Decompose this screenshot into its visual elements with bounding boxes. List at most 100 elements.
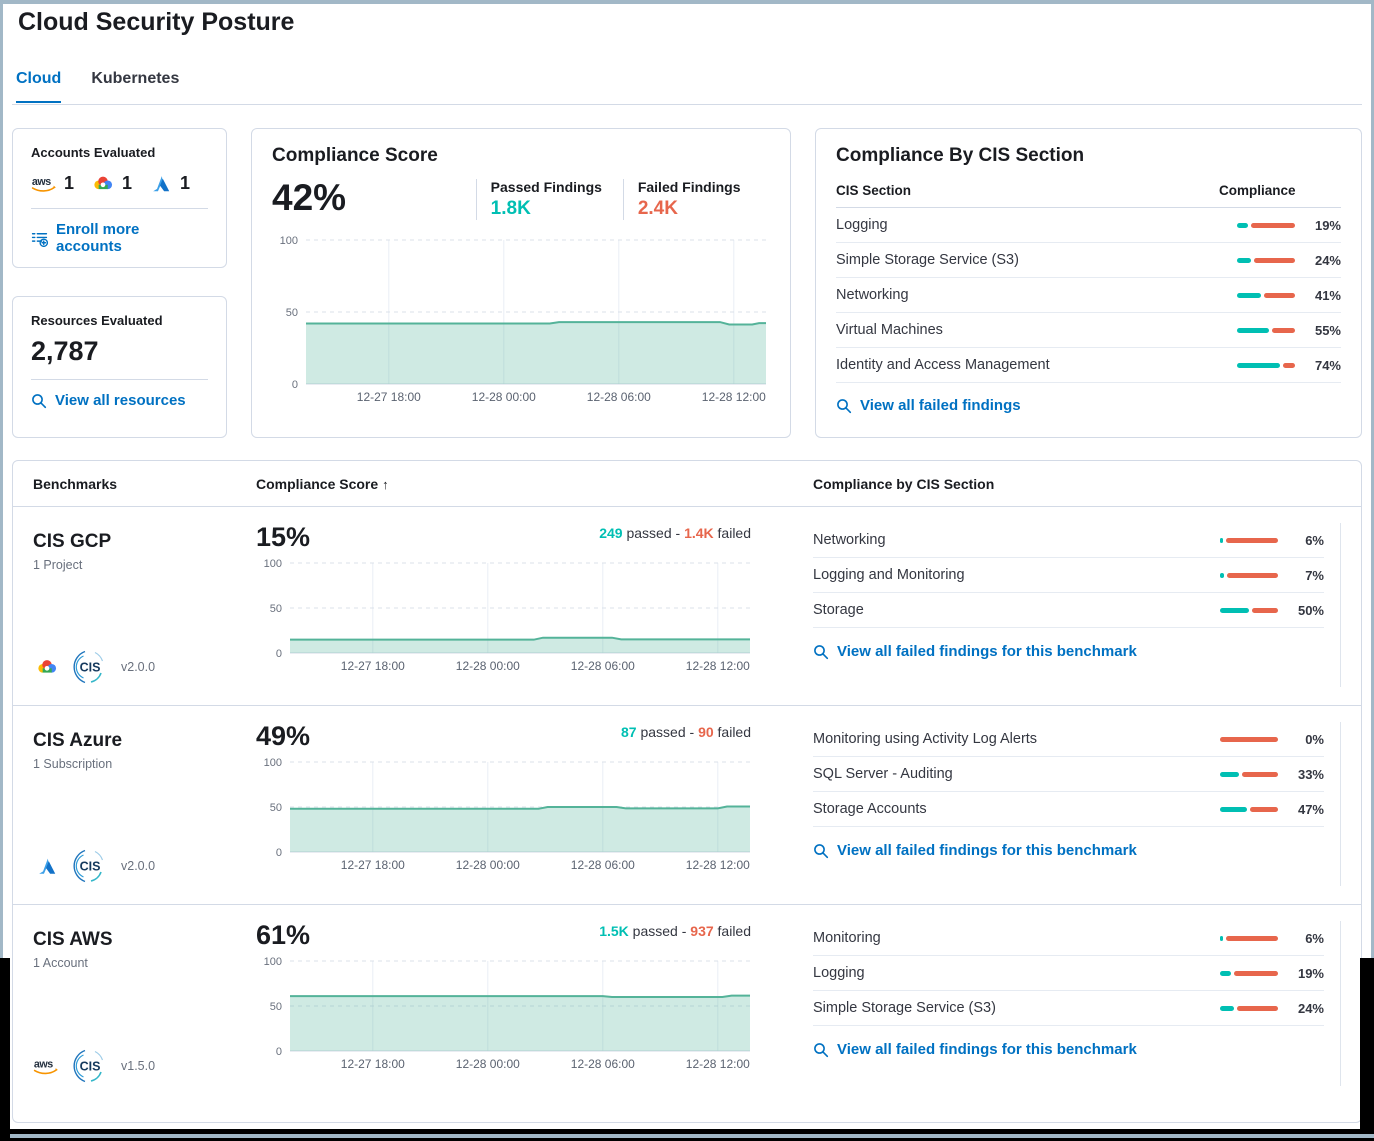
bar-failed-segment (1253, 257, 1295, 263)
svg-text:12-28 00:00: 12-28 00:00 (472, 390, 536, 404)
cis-section-label: Monitoring using Activity Log Alerts (813, 731, 1038, 747)
resources-count: 2,787 (31, 336, 99, 366)
cis-logo-icon (71, 848, 107, 884)
view-all-resources-link[interactable]: View all resources (31, 392, 186, 409)
benchmark-row: CIS Azure 1 Subscription v2.0.0 49% 87 p… (13, 706, 1361, 905)
bar-passed-segment (1220, 935, 1224, 941)
benchmark-row: CIS GCP 1 Project v2.0.0 15% 249 passed … (13, 507, 1361, 706)
tab-kubernetes[interactable]: Kubernetes (91, 70, 180, 87)
benchmark-sections-cell: Monitoring using Activity Log Alerts 0% … (813, 722, 1341, 886)
bar-passed-segment (1220, 572, 1225, 578)
benchmark-version: v1.5.0 (121, 1059, 156, 1073)
benchmark-score: 61% (256, 920, 311, 950)
cis-section-label: SQL Server - Auditing (813, 766, 953, 782)
svg-text:100: 100 (264, 757, 282, 769)
failed-findings-value: 2.4K (637, 198, 678, 219)
svg-text:12-28 06:00: 12-28 06:00 (571, 1057, 635, 1071)
cloud-provider-logo-icon (33, 855, 61, 877)
compliance-percent: 6% (1305, 532, 1324, 548)
bar-failed-segment (1227, 572, 1278, 578)
benchmark-info-cell: CIS AWS 1 Account v1.5.0 (33, 921, 256, 1104)
tab-bar-divider (12, 104, 1362, 105)
cis-section-card-title: Compliance By CIS Section (836, 145, 1085, 166)
compliance-percent: 47% (1297, 801, 1324, 817)
compliance-bar (1220, 572, 1278, 578)
bar-failed-segment (1252, 607, 1278, 613)
failed-count: 1.4K (684, 525, 714, 541)
tab-cloud[interactable]: Cloud (16, 70, 62, 103)
benchmark-sections-list: Networking 6% Logging and Monitoring 7% (813, 523, 1324, 628)
benchmark-info-cell: CIS GCP 1 Project v2.0.0 (33, 523, 256, 705)
view-failed-findings-benchmark-link[interactable]: View all failed findings for this benchm… (813, 842, 1137, 859)
passed-count: 249 (599, 525, 623, 541)
accounts-evaluated-card: Accounts Evaluated 1 1 (12, 128, 227, 268)
provider-account-count: 1 (31, 173, 74, 194)
bar-failed-segment (1234, 970, 1278, 976)
view-all-failed-findings-link[interactable]: View all failed findings (836, 397, 1021, 414)
compliance-percent: 6% (1305, 930, 1324, 946)
compliance-percent: 41% (1314, 287, 1341, 303)
cis-section-label: Storage Accounts (813, 801, 927, 817)
benchmarks-row-list: CIS GCP 1 Project v2.0.0 15% 249 passed … (13, 507, 1361, 1104)
compliance-score-card: Compliance Score 42% Passed Findings 1.8… (251, 128, 791, 438)
cis-section-row: Monitoring 6% (813, 921, 1324, 956)
benchmark-row: CIS AWS 1 Account v1.5.0 61% 1.5K passed… (13, 905, 1361, 1104)
compliance-column-header: Compliance (1219, 183, 1296, 198)
svg-text:12-28 12:00: 12-28 12:00 (686, 1057, 750, 1071)
window-frame-right-black (1360, 958, 1374, 1141)
compliance-percent: 74% (1314, 357, 1341, 373)
svg-text:12-28 00:00: 12-28 00:00 (456, 1057, 520, 1071)
resources-evaluated-card: Resources Evaluated 2,787 View all resou… (12, 296, 227, 438)
compliance-bar (1237, 362, 1295, 368)
cis-section-label: Simple Storage Service (S3) (813, 1000, 996, 1016)
passed-count: 1.5K (599, 923, 629, 939)
bar-passed-segment (1237, 292, 1261, 298)
search-icon (836, 398, 852, 414)
bar-failed-segment (1282, 362, 1295, 368)
bar-failed-segment (1226, 935, 1278, 941)
cis-section-row: Logging and Monitoring 7% (813, 558, 1324, 593)
benchmark-trend-chart: 0 50 100 12-27 18:00 12-28 00:00 12-28 06:00 1… (256, 756, 756, 874)
cis-logo-icon (71, 1048, 107, 1084)
benchmark-sections-cell: Networking 6% Logging and Monitoring 7% (813, 523, 1341, 687)
compliance-percent: 0% (1305, 731, 1324, 747)
bar-passed-segment (1220, 771, 1240, 777)
view-failed-findings-benchmark-label: View all failed findings for this benchm… (837, 842, 1137, 859)
bar-failed-segment (1242, 771, 1278, 777)
compliance-bar (1220, 607, 1278, 613)
compliance-bar (1220, 1005, 1278, 1011)
svg-text:100: 100 (264, 956, 282, 968)
benchmark-trend-chart: 0 50 100 12-27 18:00 12-28 00:00 12-28 06:00 1… (256, 557, 756, 675)
cis-section-row: Storage 50% (813, 593, 1324, 628)
search-icon (31, 393, 47, 409)
enroll-more-accounts-label: Enroll more accounts (56, 221, 140, 255)
provider-count: 1 (122, 172, 133, 193)
window-frame-left (0, 4, 3, 958)
compliance-score-column-header[interactable]: Compliance Score ↑ (256, 475, 389, 492)
passed-failed-summary: 87 passed - 90 failed (621, 724, 751, 740)
cis-section-label: Simple Storage Service (S3) (836, 252, 1019, 268)
compliance-percent: 19% (1314, 217, 1341, 233)
bar-failed-segment (1226, 537, 1278, 543)
passed-findings-value: 1.8K (490, 198, 531, 219)
enroll-more-accounts-link[interactable]: Enroll more accounts (31, 221, 208, 255)
benchmark-logos-row: v2.0.0 (33, 848, 256, 884)
compliance-percent: 24% (1297, 1000, 1324, 1016)
benchmark-score-row: 15% 249 passed - 1.4K failed (256, 522, 813, 553)
provider-account-count: 1 (89, 173, 132, 194)
cis-section-label: Storage (813, 602, 864, 618)
benchmarks-table-header: Benchmarks Compliance Score ↑ Compliance … (13, 461, 1361, 507)
cis-section-row: Storage Accounts 47% (813, 792, 1324, 827)
benchmarks-column-header: Benchmarks (33, 475, 118, 492)
view-failed-findings-benchmark-link[interactable]: View all failed findings for this benchm… (813, 1041, 1137, 1058)
benchmark-score: 49% (256, 721, 311, 751)
bar-passed-segment (1220, 607, 1249, 613)
cis-section-row: Logging 19% (813, 956, 1324, 991)
cis-section-list: Logging 19% Simple Storage Service (S3) … (836, 208, 1341, 383)
view-failed-findings-benchmark-link[interactable]: View all failed findings for this benchm… (813, 643, 1137, 660)
provider-count: 1 (64, 172, 75, 193)
compliance-bar (1220, 537, 1278, 543)
bar-passed-segment (1237, 327, 1269, 333)
compliance-by-cis-section-column-header: Compliance by CIS Section (813, 475, 995, 492)
